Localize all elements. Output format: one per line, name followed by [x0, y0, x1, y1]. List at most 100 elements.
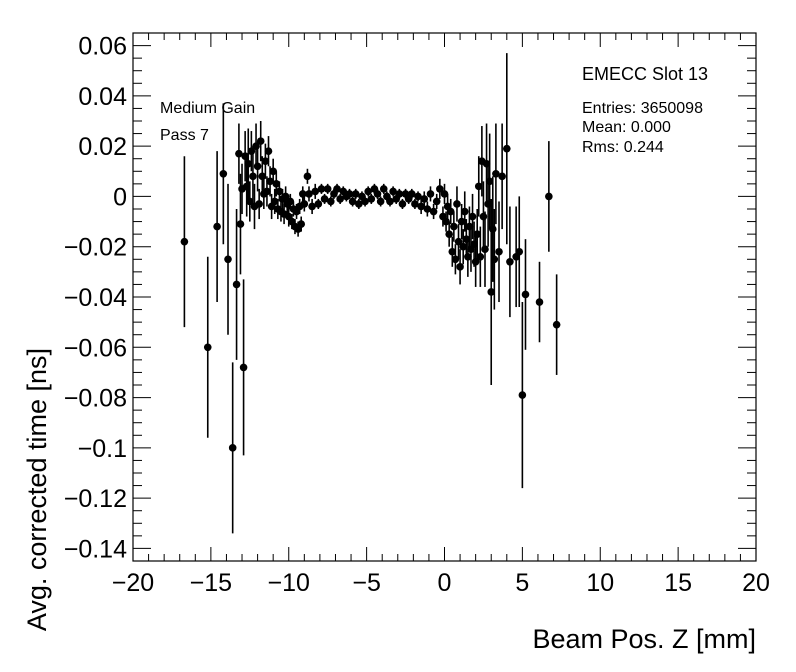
data-point: [246, 181, 254, 222]
data-point: [414, 191, 422, 202]
point-marker: [355, 200, 363, 208]
data-point: [239, 279, 248, 456]
data-point: [521, 239, 530, 350]
point-marker: [246, 197, 254, 206]
data-point: [450, 211, 458, 242]
point-marker: [552, 320, 561, 329]
data-point: [244, 128, 253, 199]
point-marker: [323, 185, 332, 193]
data-point: [395, 188, 404, 199]
x-tick-label: −20: [112, 569, 154, 597]
point-marker: [473, 230, 482, 238]
data-point: [459, 229, 467, 265]
data-point: [253, 141, 262, 192]
point-marker: [488, 225, 497, 233]
data-point: [515, 196, 524, 308]
data-point: [320, 193, 329, 204]
point-marker: [297, 220, 306, 228]
x-tick-label: −5: [352, 569, 381, 597]
data-point: [333, 183, 341, 194]
point-marker: [407, 190, 416, 198]
data-point: [376, 196, 385, 207]
data-point: [440, 183, 449, 204]
data-point: [345, 188, 354, 199]
data-point: [473, 209, 482, 260]
point-marker: [286, 197, 295, 206]
data-point: [286, 193, 295, 209]
point-marker: [450, 222, 458, 231]
data-point: [180, 156, 189, 328]
point-marker: [498, 172, 506, 181]
point-marker: [317, 185, 326, 193]
point-marker: [471, 258, 480, 266]
point-marker: [348, 197, 357, 206]
data-point: [364, 186, 372, 197]
point-marker: [308, 202, 316, 211]
data-point: [498, 123, 506, 230]
point-marker: [411, 200, 419, 208]
point-marker: [515, 247, 524, 256]
data-point: [476, 226, 485, 287]
point-marker: [476, 252, 485, 261]
point-marker: [440, 190, 449, 198]
point-marker: [228, 444, 237, 452]
point-marker: [263, 187, 271, 196]
data-point: [232, 209, 241, 360]
data-point: [464, 236, 472, 277]
point-marker: [269, 167, 277, 176]
point-marker: [487, 288, 496, 296]
data-point: [417, 198, 425, 215]
point-marker: [298, 190, 307, 198]
point-marker: [432, 197, 441, 206]
data-point: [456, 249, 464, 285]
point-marker: [446, 207, 455, 216]
point-marker: [521, 290, 530, 299]
point-marker: [389, 187, 397, 196]
point-marker: [272, 180, 281, 188]
data-point: [506, 206, 514, 318]
point-marker: [445, 230, 453, 238]
data-point: [386, 196, 394, 207]
y-tick-label: −0.12: [64, 485, 127, 513]
data-point: [314, 198, 323, 209]
data-point: [249, 146, 257, 207]
data-points: [180, 53, 561, 534]
data-point: [308, 198, 316, 215]
data-point: [203, 256, 212, 438]
data-point: [429, 203, 438, 220]
data-point: [535, 261, 544, 343]
point-marker: [451, 255, 460, 264]
data-point: [303, 168, 312, 184]
data-point: [445, 221, 453, 247]
point-marker: [232, 280, 241, 289]
data-point: [453, 186, 461, 222]
data-point: [426, 186, 435, 202]
y-tick-label: −0.1: [78, 435, 127, 463]
point-marker: [213, 222, 221, 231]
point-marker: [311, 187, 320, 196]
point-marker: [314, 200, 323, 208]
plot-frame: [132, 32, 757, 562]
point-marker: [253, 162, 262, 171]
point-marker: [219, 170, 228, 178]
data-point: [389, 186, 397, 197]
point-marker: [224, 255, 232, 264]
point-marker: [518, 391, 527, 399]
data-point: [323, 183, 332, 194]
point-marker: [373, 190, 382, 198]
data-point: [446, 198, 455, 225]
point-marker: [448, 247, 457, 256]
point-marker: [266, 177, 274, 186]
point-marker: [420, 195, 429, 203]
data-point: [423, 201, 432, 217]
point-marker: [485, 177, 494, 186]
point-marker: [255, 200, 263, 208]
data-point: [490, 209, 499, 310]
data-point: [454, 224, 463, 260]
data-point: [228, 362, 237, 534]
point-marker: [320, 195, 329, 203]
data-point: [298, 186, 307, 202]
point-marker: [249, 172, 257, 181]
y-tick-label: −0.06: [64, 334, 127, 362]
point-marker: [459, 242, 467, 251]
